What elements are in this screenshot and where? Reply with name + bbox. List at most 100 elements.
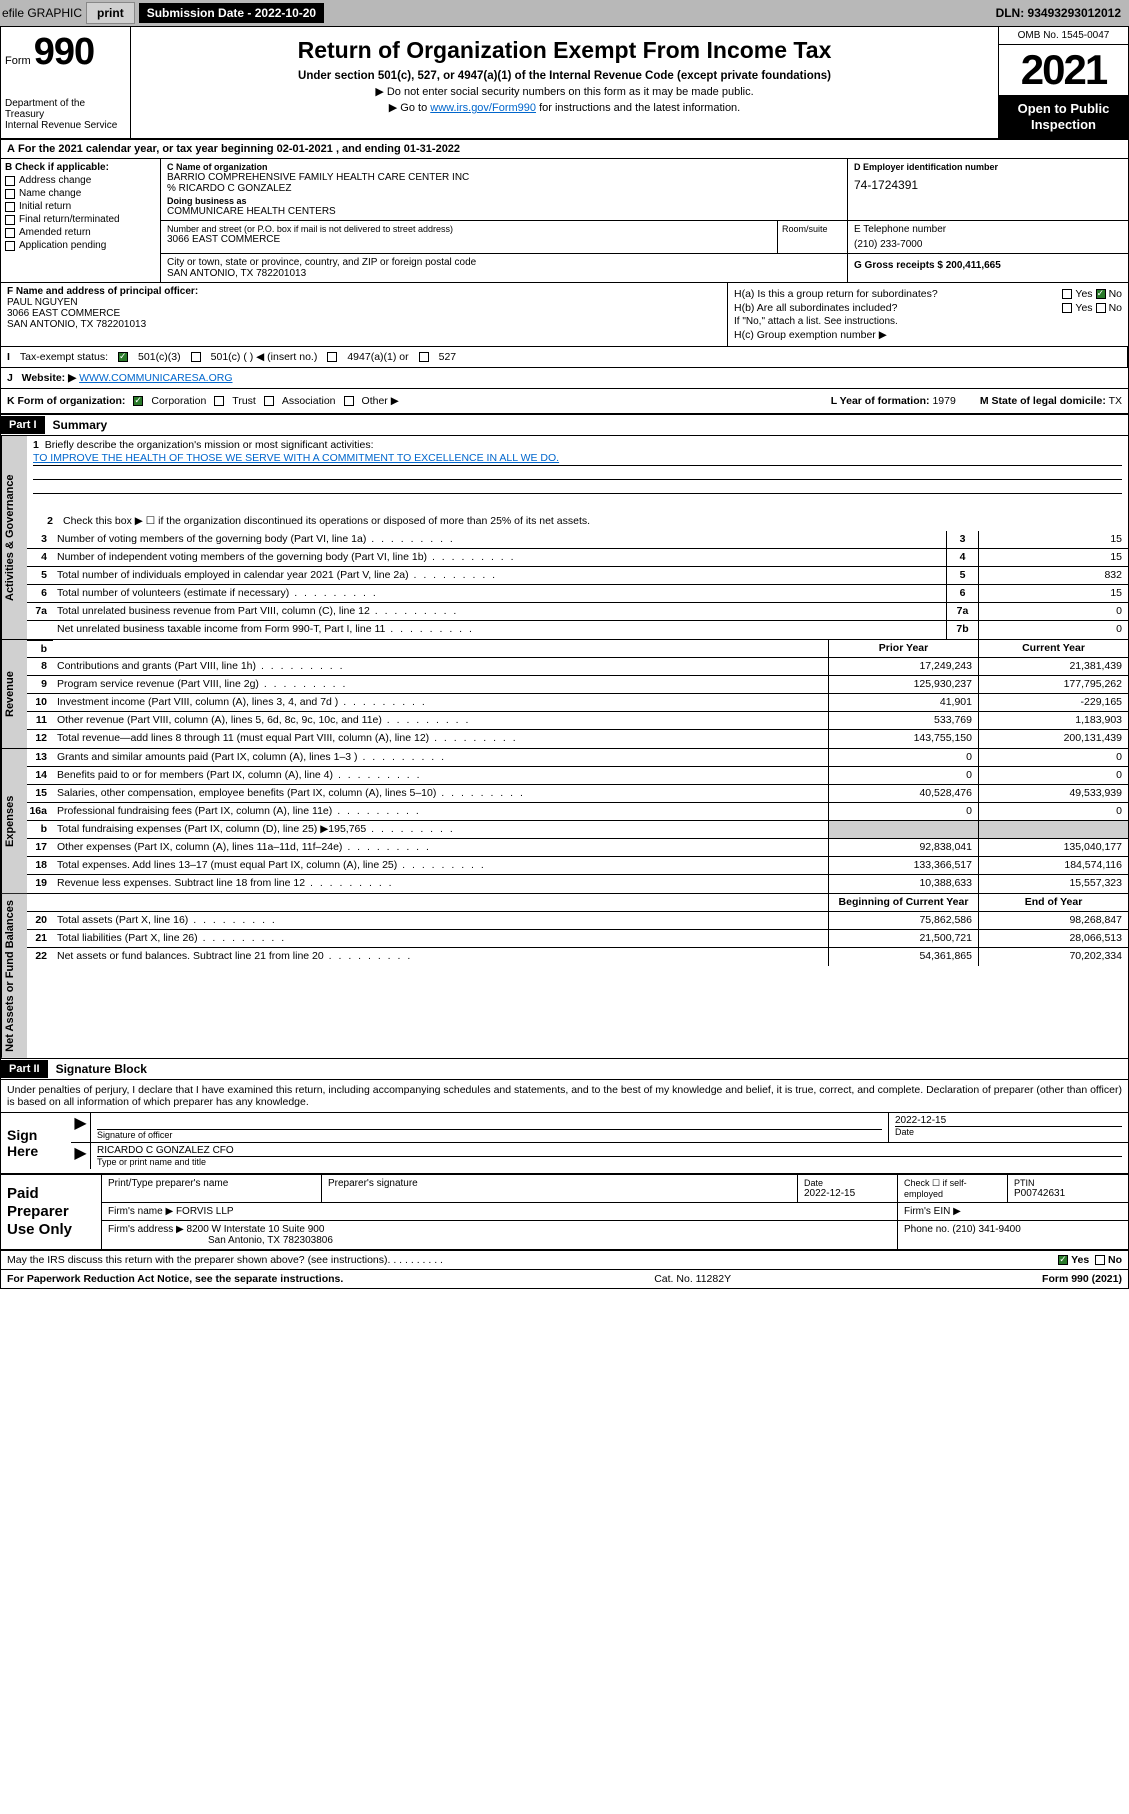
tab-expenses: Expenses: [1, 749, 27, 893]
tab-net-assets: Net Assets or Fund Balances: [1, 894, 27, 1058]
chk-other[interactable]: [344, 396, 354, 406]
opt-501c: 501(c) ( ) ◀ (insert no.): [211, 351, 318, 363]
chk-initial-return[interactable]: [5, 202, 15, 212]
summary-line: 3Number of voting members of the governi…: [27, 531, 1128, 549]
submission-date-badge: Submission Date - 2022-10-20: [139, 3, 324, 23]
ein-value: 74-1724391: [854, 178, 1122, 192]
summary-line: 17Other expenses (Part IX, column (A), l…: [27, 839, 1128, 857]
summary-line: 4Number of independent voting members of…: [27, 549, 1128, 567]
header-middle: Return of Organization Exempt From Incom…: [131, 27, 998, 138]
chk-501c3[interactable]: [118, 352, 128, 362]
org-name-cell: C Name of organization BARRIO COMPREHENS…: [161, 159, 848, 220]
governance-section: Activities & Governance 1 Briefly descri…: [1, 436, 1128, 640]
firm-addr-cell: Firm's address ▶ 8200 W Interstate 10 Su…: [102, 1221, 898, 1249]
chk-trust[interactable]: [214, 396, 224, 406]
opt-4947: 4947(a)(1) or: [347, 351, 408, 363]
box-b-label: B Check if applicable:: [5, 162, 156, 173]
sig-officer-label: Signature of officer: [97, 1129, 882, 1140]
street-value: 3066 EAST COMMERCE: [167, 234, 771, 245]
summary-line: 18Total expenses. Add lines 13–17 (must …: [27, 857, 1128, 875]
preparer-fields: Print/Type preparer's name Preparer's si…: [101, 1175, 1128, 1249]
mission-blank-1: [33, 466, 1122, 480]
care-of: % RICARDO C GONZALEZ: [167, 183, 841, 194]
box-c-container: C Name of organization BARRIO COMPREHENS…: [161, 159, 1128, 282]
sign-fields: ▶ Signature of officer 2022-12-15 Date ▶…: [71, 1113, 1128, 1173]
l-value: 1979: [932, 395, 955, 407]
expenses-section: Expenses 13Grants and similar amounts pa…: [1, 749, 1128, 894]
tab-governance: Activities & Governance: [1, 436, 27, 639]
chk-final-return[interactable]: [5, 215, 15, 225]
open-public-badge: Open to Public Inspection: [999, 95, 1128, 138]
addr-row: Number and street (or P.O. box if mail i…: [161, 221, 1128, 254]
line2-text: Check this box ▶ ☐ if the organization d…: [59, 513, 1122, 529]
cat-no: Cat. No. 11282Y: [343, 1273, 1042, 1285]
chk-527[interactable]: [419, 352, 429, 362]
part2-title: Signature Block: [48, 1059, 155, 1079]
no-label: No: [1108, 1254, 1122, 1266]
form-subtitle: Under section 501(c), 527, or 4947(a)(1)…: [139, 70, 990, 82]
f-name: PAUL NGUYEN: [7, 297, 78, 308]
firm-name-value: FORVIS LLP: [176, 1206, 234, 1217]
chk-address-change[interactable]: [5, 176, 15, 186]
f-label: F Name and address of principal officer:: [7, 286, 198, 297]
summary-line: 7aTotal unrelated business revenue from …: [27, 603, 1128, 621]
chk-name-change[interactable]: [5, 189, 15, 199]
i-label: Tax-exempt status:: [20, 351, 108, 363]
signature-intro: Under penalties of perjury, I declare th…: [1, 1080, 1128, 1113]
mission-blank-2: [33, 480, 1122, 494]
gross-value: 200,411,665: [946, 260, 1001, 271]
firm-addr-label: Firm's address ▶: [108, 1224, 184, 1235]
ein-cell: D Employer identification number 74-1724…: [848, 159, 1128, 220]
mission-text: TO IMPROVE THE HEALTH OF THOSE WE SERVE …: [33, 452, 559, 464]
firm-name-cell: Firm's name ▶ FORVIS LLP: [102, 1203, 898, 1220]
prep-ptin-cell: PTIN P00742631: [1008, 1175, 1128, 1202]
phone-label: E Telephone number: [854, 224, 1122, 235]
k-assoc: Association: [282, 395, 336, 407]
room-cell: Room/suite: [778, 221, 848, 253]
chk-501c[interactable]: [191, 352, 201, 362]
part2-header-row: Part II Signature Block: [1, 1059, 1128, 1080]
print-button[interactable]: print: [86, 2, 135, 24]
prep-sig-label: Preparer's signature: [322, 1175, 798, 1202]
tab-revenue: Revenue: [1, 640, 27, 748]
tax-period-row: A For the 2021 calendar year, or tax yea…: [1, 140, 1128, 159]
k-segment: K Form of organization: Corporation Trus…: [7, 395, 831, 407]
revenue-body: b Prior Year Current Year 8Contributions…: [27, 640, 1128, 748]
chk-corp[interactable]: [133, 396, 143, 406]
chk-assoc[interactable]: [264, 396, 274, 406]
hb-note: If "No," attach a list. See instructions…: [734, 316, 898, 327]
sign-here-label: Sign Here: [1, 1113, 71, 1173]
hb-no[interactable]: [1096, 303, 1106, 313]
summary-line: 9Program service revenue (Part VIII, lin…: [27, 676, 1128, 694]
summary-line: 14Benefits paid to or for members (Part …: [27, 767, 1128, 785]
discuss-no[interactable]: [1095, 1255, 1105, 1265]
chk-amended[interactable]: [5, 228, 15, 238]
revenue-section: Revenue b Prior Year Current Year 8Contr…: [1, 640, 1128, 749]
irs-link[interactable]: www.irs.gov/Form990: [430, 102, 536, 114]
form-ref: Form 990 (2021): [1042, 1273, 1122, 1285]
summary-line: 5Total number of individuals employed in…: [27, 567, 1128, 585]
firm-phone-value: (210) 341-9400: [952, 1224, 1020, 1235]
chk-label-5: Application pending: [19, 240, 106, 251]
lm-segment: L Year of formation: 1979 M State of leg…: [831, 395, 1122, 407]
hb-yes[interactable]: [1062, 303, 1072, 313]
ha-yes[interactable]: [1062, 289, 1072, 299]
ein-label: D Employer identification number: [854, 162, 1122, 172]
block-bcdeg: B Check if applicable: Address change Na…: [1, 159, 1128, 283]
summary-line: 15Salaries, other compensation, employee…: [27, 785, 1128, 803]
chk-4947[interactable]: [327, 352, 337, 362]
street-label: Number and street (or P.O. box if mail i…: [167, 224, 771, 234]
opt-501c3: 501(c)(3): [138, 351, 181, 363]
discuss-yes[interactable]: [1058, 1255, 1068, 1265]
website-link[interactable]: WWW.COMMUNICARESA.ORG: [79, 372, 232, 384]
summary-line: 6Total number of volunteers (estimate if…: [27, 585, 1128, 603]
top-toolbar: efile GRAPHIC print Submission Date - 20…: [0, 0, 1129, 26]
chk-label-3: Final return/terminated: [19, 214, 120, 225]
ha-no[interactable]: [1096, 289, 1106, 299]
prep-date-cell: Date 2022-12-15: [798, 1175, 898, 1202]
rev-lines-container: 8Contributions and grants (Part VIII, li…: [27, 658, 1128, 748]
net-lines-container: 20Total assets (Part X, line 16)75,862,5…: [27, 912, 1128, 966]
summary-line: bTotal fundraising expenses (Part IX, co…: [27, 821, 1128, 839]
city-label: City or town, state or province, country…: [167, 257, 841, 268]
chk-app-pending[interactable]: [5, 241, 15, 251]
